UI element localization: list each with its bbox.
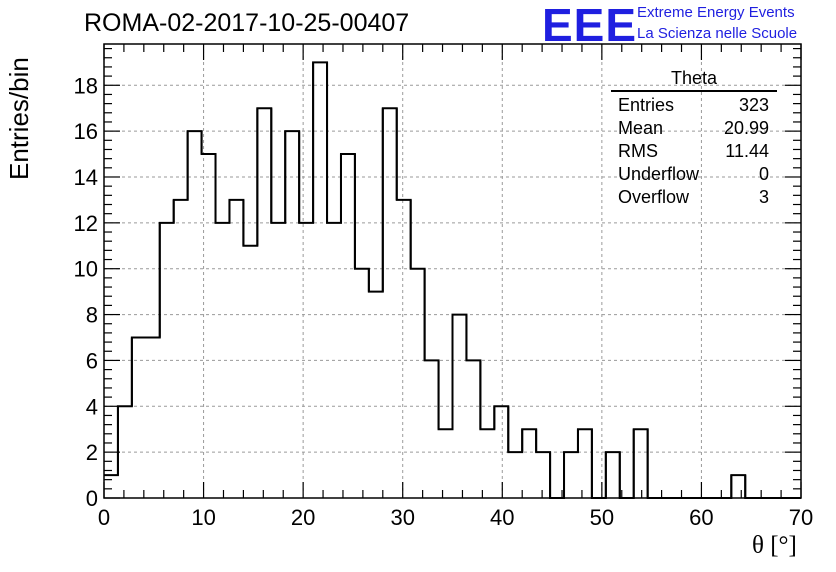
y-tick-label: 14 [74,165,98,190]
histogram-bars [104,61,801,499]
histogram-bin [299,223,313,498]
y-tick-label: 12 [74,211,98,236]
stats-value: 323 [738,95,769,115]
x-tick-label: 40 [490,505,514,530]
stats-title: Theta [611,68,777,92]
x-axis-ticks: 0 10 20 30 40 50 60 70 [98,44,813,530]
stats-value: 20.99 [723,118,769,138]
stats-box: Theta Entries 323 Mean 20.99 RMS 11.44 U… [611,68,777,209]
histogram-bin [216,223,230,498]
stats-row-rms: RMS 11.44 [611,140,777,163]
histogram-bin [327,223,341,498]
stats-row-overflow: Overflow 3 [611,186,777,209]
histogram-bin [508,452,522,498]
eee-logo: EEE [542,0,638,51]
logo-subtitle-line2: La Scienza nelle Scuole [637,25,798,42]
histogram-bin [313,62,327,498]
stats-value: 0 [758,164,769,184]
histogram-bin [202,154,216,498]
histogram-bin [229,200,243,498]
histogram-bin [355,269,369,498]
histogram-bin [243,246,257,498]
histogram-bin [564,452,578,498]
histogram-bin [634,429,648,498]
axes [103,43,802,499]
histogram-bin [731,475,745,498]
stats-value: 11.44 [725,141,769,161]
x-tick-label: 50 [590,505,614,530]
plot-frame [103,43,802,499]
histogram-bin [480,429,494,498]
y-tick-label: 6 [86,348,98,373]
histogram-bin [271,223,285,498]
stats-value: 3 [758,187,769,207]
stats-row-mean: Mean 20.99 [611,117,777,140]
y-tick-label: 4 [86,394,98,419]
histogram-bin [494,406,508,498]
histogram-bin [383,108,397,498]
y-tick-label: 16 [74,119,98,144]
histogram-bin [146,337,160,498]
y-tick-label: 2 [86,440,98,465]
stats-label: Underflow [618,164,700,184]
histogram-bin [341,154,355,498]
histogram-bin [132,337,146,498]
histogram-bin [606,452,620,498]
y-tick-label: 8 [86,303,98,328]
stats-label: Overflow [618,187,690,207]
stats-label: Entries [618,95,675,115]
histogram-bin [257,108,271,498]
y-axis-ticks: 0 2 4 6 8 10 12 14 16 18 [74,47,801,511]
histogram-bin [160,223,174,498]
histogram-bin [397,200,411,498]
x-tick-label: 30 [390,505,414,530]
x-tick-label: 10 [191,505,215,530]
y-tick-label: 0 [86,486,98,511]
histogram-bin [411,269,425,498]
histogram-bin [188,131,202,498]
y-tick-label: 18 [74,73,98,98]
x-tick-label: 0 [98,505,110,530]
x-axis-label: θ [°] [752,532,797,559]
y-axis-label: Entries/bin [4,57,34,180]
logo-subtitle-line1: Extreme Energy Events [637,4,795,21]
x-tick-label: 20 [291,505,315,530]
histogram-bin [466,360,480,498]
histogram-bin [425,360,439,498]
histogram-bin [285,131,299,498]
stats-label: RMS [618,141,658,161]
histogram-bin [369,292,383,498]
histogram-bin [118,406,132,498]
x-tick-label: 60 [689,505,713,530]
histogram-bin [453,315,467,498]
chart-title: ROMA-02-2017-10-25-00407 [84,9,410,37]
histogram-bin [439,429,453,498]
histogram-bin [522,429,536,498]
histogram-bin [104,475,118,498]
x-tick-label: 70 [789,505,813,530]
y-tick-label: 10 [74,257,98,282]
histogram-bin [536,452,550,498]
histogram-bin [174,200,188,498]
stats-row-underflow: Underflow 0 [611,163,777,186]
histogram-bin [578,429,592,498]
stats-row-entries: Entries 323 [611,94,777,117]
stats-label: Mean [618,118,664,138]
